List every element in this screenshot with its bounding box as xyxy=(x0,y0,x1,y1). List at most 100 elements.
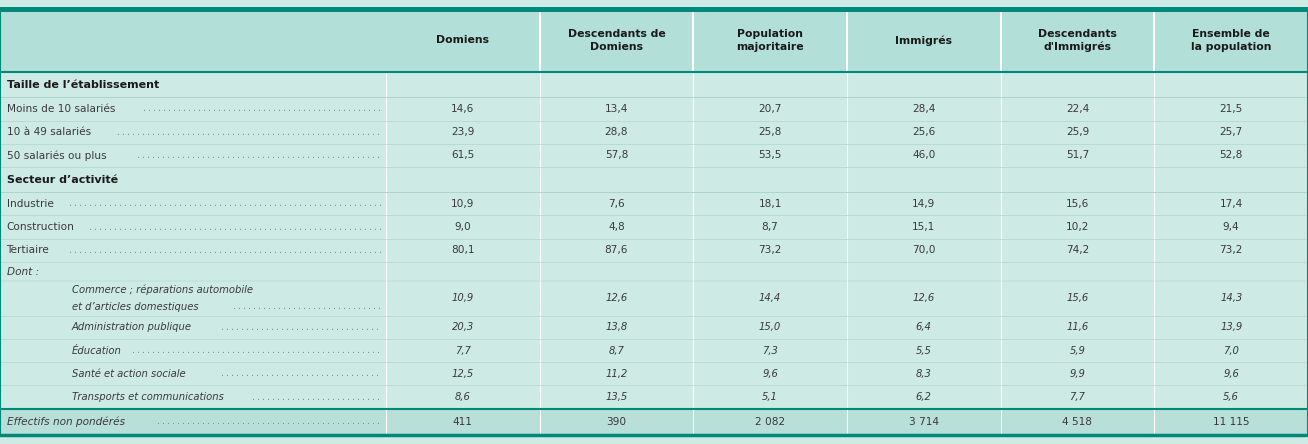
Text: ...........................................................: ........................................… xyxy=(88,222,383,232)
Text: 15,1: 15,1 xyxy=(912,222,935,232)
Text: 28,4: 28,4 xyxy=(912,104,935,114)
Text: Taille de l’établissement: Taille de l’établissement xyxy=(7,79,158,90)
Text: 28,8: 28,8 xyxy=(604,127,628,137)
Text: Descendants
d'Immigrés: Descendants d'Immigrés xyxy=(1039,29,1117,52)
Text: .............................................: ........................................… xyxy=(157,417,382,426)
Bar xyxy=(0,144,1308,167)
Text: 15,6: 15,6 xyxy=(1066,293,1088,303)
Text: 5,9: 5,9 xyxy=(1070,345,1086,356)
Text: 6,2: 6,2 xyxy=(916,392,931,402)
Text: 10,2: 10,2 xyxy=(1066,222,1090,232)
Text: 25,6: 25,6 xyxy=(912,127,935,137)
Text: 22,4: 22,4 xyxy=(1066,104,1090,114)
Text: 9,6: 9,6 xyxy=(1223,369,1239,379)
Text: 8,3: 8,3 xyxy=(916,369,931,379)
Text: 52,8: 52,8 xyxy=(1219,151,1243,160)
Text: 14,3: 14,3 xyxy=(1220,293,1243,303)
Text: 73,2: 73,2 xyxy=(759,246,782,255)
Bar xyxy=(0,316,1308,339)
Text: 6,4: 6,4 xyxy=(916,322,931,333)
Text: 21,5: 21,5 xyxy=(1219,104,1243,114)
Text: 51,7: 51,7 xyxy=(1066,151,1090,160)
Text: .................................................: ........................................… xyxy=(136,151,382,160)
Text: 2 082: 2 082 xyxy=(755,417,785,427)
Text: 9,6: 9,6 xyxy=(763,369,778,379)
Bar xyxy=(0,192,1308,215)
Text: 7,7: 7,7 xyxy=(455,345,471,356)
Text: 11 115: 11 115 xyxy=(1213,417,1249,427)
Text: 17,4: 17,4 xyxy=(1219,199,1243,209)
Text: 14,6: 14,6 xyxy=(451,104,475,114)
Text: ...............................................................: ........................................… xyxy=(68,199,383,208)
Text: 15,0: 15,0 xyxy=(759,322,781,333)
Text: 13,4: 13,4 xyxy=(604,104,628,114)
Text: ................................: ................................ xyxy=(221,323,381,332)
Text: 80,1: 80,1 xyxy=(451,246,475,255)
Bar xyxy=(0,215,1308,239)
Text: 70,0: 70,0 xyxy=(912,246,935,255)
Text: Immigrés: Immigrés xyxy=(895,35,952,46)
Bar xyxy=(0,385,1308,408)
Text: 18,1: 18,1 xyxy=(759,199,782,209)
Text: 14,9: 14,9 xyxy=(912,199,935,209)
Bar xyxy=(0,97,1308,120)
Text: 10,9: 10,9 xyxy=(451,293,473,303)
Text: 23,9: 23,9 xyxy=(451,127,475,137)
Text: 11,6: 11,6 xyxy=(1066,322,1088,333)
Text: 25,7: 25,7 xyxy=(1219,127,1243,137)
Text: 7,7: 7,7 xyxy=(1070,392,1086,402)
Text: 9,4: 9,4 xyxy=(1223,222,1240,232)
Text: 9,9: 9,9 xyxy=(1070,369,1086,379)
Bar xyxy=(0,408,1308,435)
Text: Population
majoritaire: Population majoritaire xyxy=(736,29,804,52)
Text: Effectifs non pondérés: Effectifs non pondérés xyxy=(7,416,124,427)
Text: 25,9: 25,9 xyxy=(1066,127,1090,137)
Text: 14,4: 14,4 xyxy=(759,293,781,303)
Text: Descendants de
Domiens: Descendants de Domiens xyxy=(568,29,666,52)
Text: ................................: ................................ xyxy=(221,369,381,378)
Bar xyxy=(0,281,1308,316)
Text: 46,0: 46,0 xyxy=(912,151,935,160)
Bar xyxy=(0,339,1308,362)
Text: Santé et action sociale: Santé et action sociale xyxy=(72,369,186,379)
Text: 7,3: 7,3 xyxy=(763,345,778,356)
Bar xyxy=(0,362,1308,385)
Text: 5,6: 5,6 xyxy=(1223,392,1239,402)
Text: Ensemble de
la population: Ensemble de la population xyxy=(1190,29,1271,52)
Text: 20,3: 20,3 xyxy=(451,322,473,333)
Text: 8,7: 8,7 xyxy=(608,345,624,356)
Text: 3 714: 3 714 xyxy=(909,417,939,427)
Text: 61,5: 61,5 xyxy=(451,151,475,160)
Text: 9,0: 9,0 xyxy=(454,222,471,232)
Text: 13,5: 13,5 xyxy=(606,392,628,402)
Text: Transports et communications: Transports et communications xyxy=(72,392,224,402)
Text: ................................................: ........................................… xyxy=(143,104,382,113)
Text: 5,1: 5,1 xyxy=(763,392,778,402)
Bar xyxy=(0,239,1308,262)
Text: 73,2: 73,2 xyxy=(1219,246,1243,255)
Text: 12,6: 12,6 xyxy=(606,293,628,303)
Text: 20,7: 20,7 xyxy=(759,104,782,114)
Bar xyxy=(0,9,1308,72)
Text: ..................................................: ........................................… xyxy=(132,346,382,355)
Text: 25,8: 25,8 xyxy=(759,127,782,137)
Text: 11,2: 11,2 xyxy=(606,369,628,379)
Text: 50 salariés ou plus: 50 salariés ou plus xyxy=(7,150,106,161)
Text: 411: 411 xyxy=(453,417,472,427)
Bar xyxy=(0,262,1308,281)
Text: 13,8: 13,8 xyxy=(606,322,628,333)
Bar xyxy=(0,120,1308,144)
Text: 87,6: 87,6 xyxy=(604,246,628,255)
Text: ..............................: .............................. xyxy=(232,302,382,311)
Text: 8,6: 8,6 xyxy=(455,392,471,402)
Text: 12,5: 12,5 xyxy=(451,369,473,379)
Text: et d’articles domestiques: et d’articles domestiques xyxy=(72,302,199,312)
Text: 12,6: 12,6 xyxy=(913,293,935,303)
Bar xyxy=(0,167,1308,192)
Text: 74,2: 74,2 xyxy=(1066,246,1090,255)
Text: 4,8: 4,8 xyxy=(608,222,625,232)
Text: Industrie: Industrie xyxy=(7,199,54,209)
Text: 8,7: 8,7 xyxy=(761,222,778,232)
Text: 7,0: 7,0 xyxy=(1223,345,1239,356)
Text: 13,9: 13,9 xyxy=(1220,322,1243,333)
